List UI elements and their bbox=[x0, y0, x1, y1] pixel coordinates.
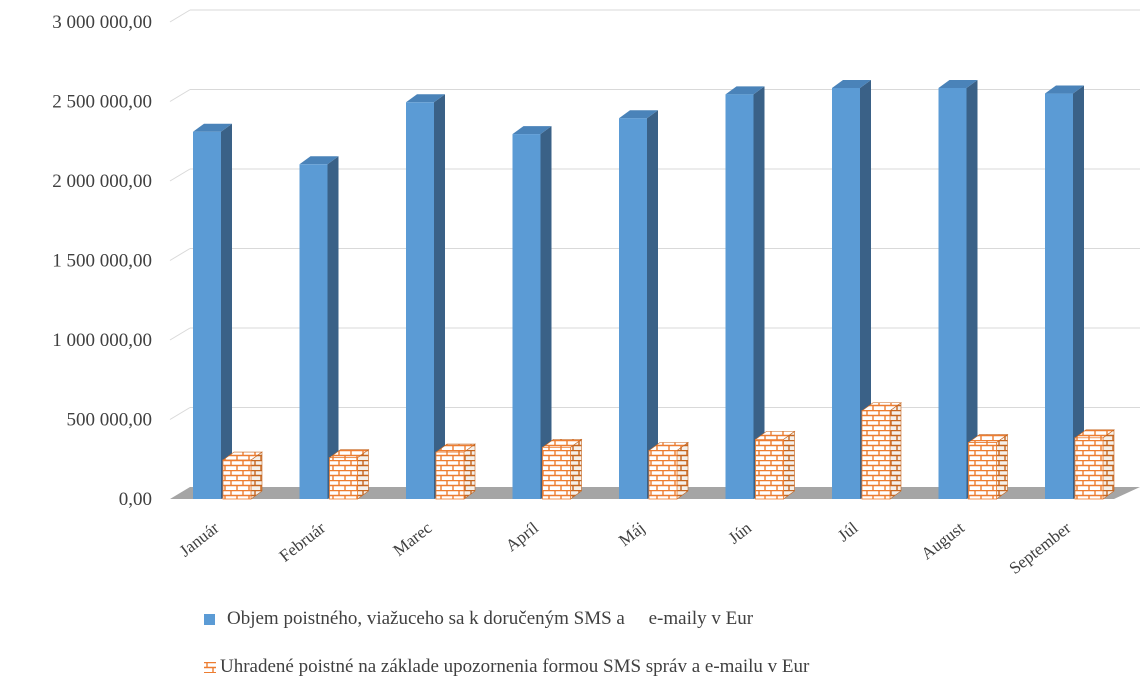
legend-swatch-brick bbox=[204, 661, 216, 673]
bar-uhradene-8 bbox=[1074, 429, 1115, 500]
legend-swatch-blue bbox=[204, 613, 215, 625]
y-tick-label: 1 000 000,00 bbox=[52, 330, 152, 351]
legend-label-uhradene: Uhradené poistné na základe upozornenia … bbox=[220, 656, 810, 677]
bar-front bbox=[329, 457, 358, 500]
bar-objem-4 bbox=[619, 110, 658, 499]
y-tick-label: 2 500 000,00 bbox=[52, 92, 152, 113]
bar-objem-1 bbox=[299, 156, 339, 499]
bar-side bbox=[327, 156, 339, 499]
bar-objem-5 bbox=[725, 86, 765, 499]
bar-front bbox=[435, 451, 465, 500]
bar-objem-6 bbox=[832, 79, 871, 500]
bar-front bbox=[193, 131, 221, 499]
x-tick-label: August bbox=[918, 518, 969, 563]
bar-side bbox=[996, 433, 1008, 500]
bar-front bbox=[1045, 93, 1073, 500]
bar-uhradene-1 bbox=[328, 449, 370, 500]
bar-front bbox=[725, 94, 754, 499]
bar-front bbox=[619, 118, 647, 499]
bar-front bbox=[861, 410, 891, 500]
bar-objem-7 bbox=[938, 79, 978, 500]
bar-front bbox=[512, 134, 541, 499]
bar-top bbox=[406, 94, 445, 103]
bar-top bbox=[619, 110, 658, 119]
legend-item-objem: Objem poistného, viažuceho sa k doručený… bbox=[204, 608, 753, 630]
bar-uhradene-2 bbox=[435, 443, 476, 500]
x-tick-label: Júl bbox=[834, 518, 862, 545]
x-tick-label: Marec bbox=[390, 518, 436, 560]
bar-front bbox=[755, 438, 784, 500]
bar-top bbox=[299, 156, 339, 165]
bar-uhradene-4 bbox=[648, 441, 689, 500]
bar-front bbox=[299, 164, 328, 499]
bar-front bbox=[406, 102, 434, 500]
bar-objem-3 bbox=[512, 126, 552, 499]
y-tick-label: 0,00 bbox=[119, 489, 152, 510]
bar-uhradene-0 bbox=[222, 451, 263, 500]
bar-front bbox=[542, 446, 571, 500]
bar-chart: 0,00 500 000,00 1 000 000,00 1 500 000,00 2 … bbox=[52, 9, 1140, 578]
bar-side bbox=[647, 110, 658, 499]
bar-uhradene-3 bbox=[541, 438, 583, 500]
bar-side bbox=[540, 126, 552, 499]
bar-side bbox=[889, 402, 902, 500]
x-tick-label: Jún bbox=[725, 518, 756, 548]
bar-uhradene-7 bbox=[967, 433, 1009, 500]
bar-side bbox=[221, 123, 232, 500]
bar-top bbox=[832, 79, 871, 88]
x-tick-label: Február bbox=[276, 518, 330, 566]
bar-top bbox=[1045, 85, 1084, 94]
legend-item-uhradene: Uhradené poistné na základe upozornenia … bbox=[204, 656, 809, 678]
gridline-diagonal bbox=[169, 9, 191, 23]
bar-side bbox=[570, 438, 582, 500]
bar-side bbox=[860, 79, 871, 500]
y-tick-label: 1 500 000,00 bbox=[52, 251, 152, 272]
bar-top bbox=[512, 126, 552, 135]
bar-uhradene-5 bbox=[754, 430, 796, 500]
bar-objem-0 bbox=[193, 123, 232, 500]
bar-side bbox=[434, 94, 445, 500]
bar-side bbox=[357, 449, 369, 500]
bar-front bbox=[222, 459, 252, 500]
bar-front bbox=[1074, 437, 1104, 500]
x-tick-label: Január bbox=[176, 518, 223, 560]
bar-side bbox=[463, 443, 476, 500]
bar-side bbox=[1073, 85, 1084, 500]
legend-label-objem: Objem poistného, viažuceho sa k doručený… bbox=[227, 608, 754, 629]
legend: Objem poistného, viažuceho sa k doručený… bbox=[0, 600, 1140, 687]
x-tick-label: Apríl bbox=[502, 518, 542, 555]
gridline-diagonal bbox=[169, 248, 191, 261]
bar-front bbox=[938, 87, 967, 500]
x-tick-label: September bbox=[1005, 518, 1074, 578]
y-tick-label: 2 000 000,00 bbox=[52, 171, 152, 192]
bar-top bbox=[725, 86, 765, 95]
bar-top bbox=[938, 79, 978, 88]
bar-front bbox=[968, 442, 997, 500]
gridline-diagonal bbox=[169, 168, 191, 182]
y-tick-label: 3 000 000,00 bbox=[52, 12, 152, 33]
bar-objem-8 bbox=[1045, 85, 1084, 500]
bar-side bbox=[783, 430, 795, 500]
x-tick-label: Máj bbox=[615, 518, 648, 550]
y-tick-label: 500 000,00 bbox=[67, 410, 153, 431]
bar-top bbox=[193, 123, 232, 132]
bar-side bbox=[966, 79, 978, 500]
bar-side bbox=[753, 86, 765, 499]
bar-side bbox=[1102, 429, 1115, 500]
bar-front bbox=[648, 450, 678, 500]
gridline-diagonal bbox=[169, 89, 191, 102]
gridline-diagonal bbox=[169, 327, 191, 341]
bar-front bbox=[832, 87, 860, 500]
gridline-diagonal bbox=[169, 407, 191, 420]
bar-objem-2 bbox=[406, 94, 445, 500]
bar-uhradene-6 bbox=[861, 402, 902, 500]
bar-side bbox=[676, 441, 689, 500]
